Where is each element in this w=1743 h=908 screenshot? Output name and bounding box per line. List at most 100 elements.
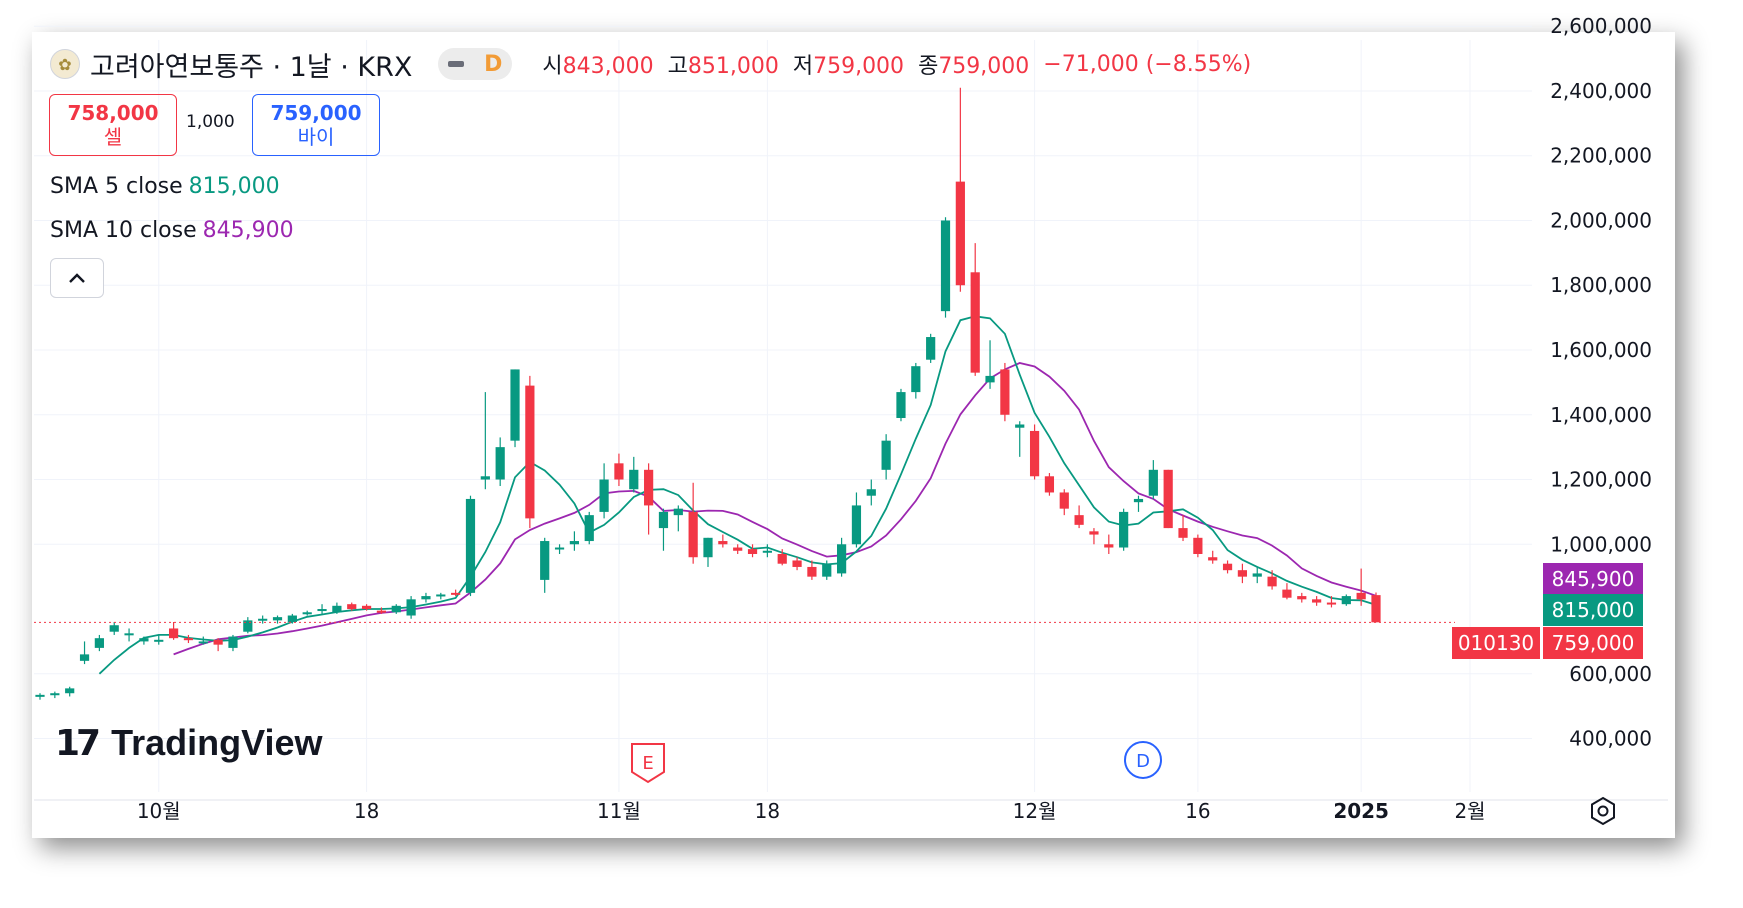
candle <box>1341 594 1351 606</box>
candle-body <box>733 547 743 551</box>
tradingview-logo[interactable]: 17 TradingView <box>55 722 323 764</box>
candle-body <box>1059 492 1069 509</box>
data-delay-badge: D <box>484 51 503 77</box>
candle-body <box>1237 570 1248 577</box>
spread-value: 1,000 <box>186 112 235 132</box>
candle <box>851 492 862 548</box>
candle <box>1356 568 1366 606</box>
candle-body <box>1326 602 1337 605</box>
candle <box>198 636 208 645</box>
price-axis-label: 1,800,000 <box>1550 273 1652 297</box>
ohlc-high: 고851,000 <box>667 54 779 79</box>
candle <box>65 686 75 697</box>
candle-body <box>35 694 45 697</box>
candle <box>970 243 980 376</box>
candle <box>50 691 60 699</box>
time-axis-label: 11월 <box>597 799 641 823</box>
candle-body <box>347 604 357 610</box>
tradingview-logo-text: TradingView <box>111 722 323 763</box>
chevron-up-icon <box>69 273 85 283</box>
candle <box>421 592 431 603</box>
candle-body <box>1312 599 1322 603</box>
price-axis-label: 2,000,000 <box>1550 208 1652 232</box>
sma10-legend[interactable]: SMA 10 close 845,900 <box>50 218 294 243</box>
candle <box>822 560 832 580</box>
sell-price: 758,000 <box>67 101 159 125</box>
candle-body <box>940 220 951 312</box>
candle-body <box>480 476 490 480</box>
symbol-title[interactable]: 고려아연보통주 · 1날 · KRX <box>90 51 413 83</box>
sell-button[interactable]: 758,000 셀 <box>49 94 177 156</box>
time-axis-label: 16 <box>1185 799 1210 823</box>
candle-body <box>1341 596 1351 605</box>
candle-body <box>554 547 565 550</box>
candle <box>911 362 921 399</box>
candle <box>168 621 179 640</box>
candle-body <box>762 550 772 553</box>
dividend-marker-label: D <box>1136 751 1150 772</box>
collapse-legend-button[interactable] <box>50 258 104 298</box>
price-tag-bg <box>1543 563 1643 595</box>
market-status-pill[interactable]: D <box>438 48 513 80</box>
sma5-legend[interactable]: SMA 5 close 815,000 <box>50 174 280 199</box>
candle-body <box>673 508 683 516</box>
candle-body <box>406 599 416 616</box>
candle <box>985 340 995 389</box>
candle-body <box>614 463 624 480</box>
candle-body <box>540 541 550 580</box>
candle-body <box>124 633 134 636</box>
price-tag: 845,900 <box>1543 563 1643 595</box>
candle <box>451 589 461 597</box>
candle-body <box>881 440 891 470</box>
symbol-tag-label: 010130 <box>1458 631 1534 655</box>
candle-body <box>1267 576 1277 587</box>
price-tags: 845,900 815,000 759,000 010130 <box>1452 563 1643 659</box>
candle <box>1119 508 1129 551</box>
candle <box>1252 566 1262 584</box>
candles <box>35 87 1381 700</box>
candle <box>629 456 639 493</box>
candle-body <box>644 469 654 506</box>
candle <box>243 617 253 634</box>
candle <box>777 549 787 566</box>
candle <box>569 531 580 551</box>
candle <box>673 505 683 532</box>
market-closed-icon <box>448 61 465 67</box>
candle-body <box>1208 557 1218 561</box>
price-change: −71,000 (−8.55%) <box>1043 51 1252 77</box>
sma5-value: 815,000 <box>188 174 280 199</box>
candle <box>792 557 802 571</box>
price-axis-label: 2,200,000 <box>1550 144 1652 168</box>
candle-body <box>465 498 476 593</box>
candle-body <box>317 609 327 612</box>
candle <box>1029 424 1040 480</box>
candle-body <box>1074 515 1084 525</box>
candle-body <box>807 566 817 577</box>
candle <box>688 482 698 564</box>
sma10-line <box>173 362 1377 656</box>
candle <box>347 602 357 611</box>
candle <box>644 463 654 535</box>
symbol-logo-icon[interactable]: ✿ <box>50 49 80 79</box>
candle <box>495 437 505 486</box>
candle <box>361 604 372 611</box>
candle <box>1237 563 1248 584</box>
candle-body <box>747 549 758 554</box>
time-axis-label: 10월 <box>137 799 181 823</box>
settings-icon[interactable] <box>1588 796 1618 826</box>
candle-body <box>896 392 906 418</box>
tradingview-logo-mark: 17 <box>55 722 101 764</box>
candle <box>332 602 342 614</box>
symbol-tag: 010130 <box>1452 627 1540 659</box>
candle-body <box>1044 476 1055 493</box>
candle-body <box>866 489 876 496</box>
price-tag-bg <box>1543 627 1643 659</box>
candle <box>525 375 535 529</box>
candle-body <box>287 615 297 622</box>
time-axis-label: 2025 <box>1333 799 1389 823</box>
price-tag-label: 815,000 <box>1552 598 1635 622</box>
candle-body <box>139 638 149 642</box>
candle-body <box>1089 531 1099 535</box>
price-axis-label: 2,400,000 <box>1550 79 1652 103</box>
buy-button[interactable]: 759,000 바이 <box>252 94 380 156</box>
